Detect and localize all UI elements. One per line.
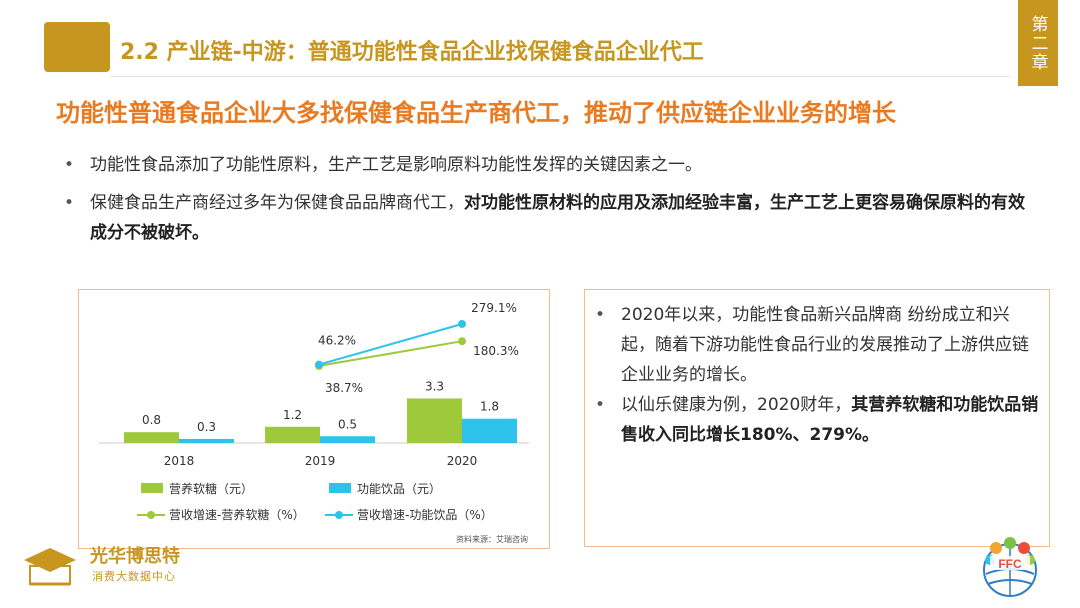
- x-tick-label: 2019: [305, 454, 336, 468]
- bullet-list: • 功能性食品添加了功能性原料，生产工艺是影响原料功能性发挥的关键因素之一。 •…: [64, 150, 1034, 256]
- growth-value-label: 46.2%: [318, 334, 356, 348]
- brand-seal-icon: [24, 548, 76, 586]
- bar-value-label: 1.8: [480, 400, 499, 414]
- headline: 功能性普通食品企业大多找保健食品生产商代工，推动了供应链企业业务的增长: [56, 99, 896, 127]
- x-tick-label: 2020: [447, 454, 478, 468]
- brand-logo: 光华博思特 消费大数据中心: [18, 540, 190, 592]
- chapter-tab: 第二章: [1018, 0, 1058, 86]
- chart-svg: 0.8 0.3 2018 1.2 0.5 2019 3.3 1.8 2020 46.2% 38.7%…: [99, 301, 529, 522]
- legend-marker-drink: [335, 511, 343, 519]
- bar-value-label: 1.2: [283, 408, 302, 422]
- bullet-dot: •: [64, 155, 75, 175]
- growth-point-gummy: [458, 337, 466, 346]
- brand-subtitle: 消费大数据中心: [92, 570, 176, 583]
- bullet-text: 保健食品生产商经过多年为保健食品品牌商代工，对功能性原材料的应用及添加经验丰富，…: [90, 193, 1025, 243]
- growth-value-label: 38.7%: [325, 381, 363, 395]
- bar-functional-drink: [320, 436, 375, 443]
- bullet-dot: •: [64, 193, 75, 213]
- note-item: • 2020年以来，功能性食品新兴品牌商 纷纷成立和兴起，随着下游功能性食品行业…: [585, 300, 1049, 390]
- page-title: 2.2 产业链-中游：普通功能性食品企业找保健食品企业代工: [120, 40, 704, 65]
- chart-source: 资料来源：艾瑞咨询: [456, 535, 528, 544]
- growth-line-gummy: [318, 340, 463, 367]
- bar-value-label: 0.8: [142, 413, 161, 427]
- legend-label: 营养软糖（元）: [169, 481, 253, 496]
- bar-value-label: 3.3: [425, 379, 444, 393]
- growth-value-label: 180.3%: [473, 344, 519, 358]
- bullet-text: 功能性食品添加了功能性原料，生产工艺是影响原料功能性发挥的关键因素之一。: [90, 155, 702, 175]
- bullet-dot: •: [595, 395, 606, 415]
- growth-line-drink: [318, 323, 463, 366]
- legend-swatch-gummy: [141, 483, 163, 493]
- header-accent-bar: [44, 22, 110, 72]
- bar-value-label: 0.5: [338, 417, 357, 431]
- note-text: 2020年以来，功能性食品新兴品牌商 纷纷成立和兴起，随着下游功能性食品行业的发…: [621, 305, 1029, 385]
- legend-label: 营收增速-营养软糖（%）: [169, 507, 305, 522]
- legend-label: 功能饮品（元）: [357, 482, 441, 496]
- bullet-dot: •: [595, 305, 606, 325]
- ffc-logo-text: FFC: [998, 557, 1022, 571]
- bar-nutrition-gummy: [124, 432, 179, 443]
- legend-swatch-drink: [329, 483, 351, 493]
- header-divider: [110, 76, 1010, 77]
- bar-functional-drink: [462, 418, 517, 443]
- bar-value-label: 0.3: [197, 420, 216, 434]
- brand-name: 光华博思特: [90, 546, 180, 567]
- bullet-item: • 功能性食品添加了功能性原料，生产工艺是影响原料功能性发挥的关键因素之一。: [64, 150, 1034, 180]
- revenue-chart: 0.8 0.3 2018 1.2 0.5 2019 3.3 1.8 2020 46.2% 38.7%…: [78, 289, 550, 549]
- growth-point-drink: [315, 360, 323, 369]
- x-tick-label: 2018: [164, 454, 195, 468]
- notes-box: • 2020年以来，功能性食品新兴品牌商 纷纷成立和兴起，随着下游功能性食品行业…: [584, 289, 1050, 547]
- legend-marker-gummy: [147, 511, 155, 519]
- ffc-logo: FFC: [976, 534, 1044, 604]
- bullet-item: • 保健食品生产商经过多年为保健食品品牌商代工，对功能性原材料的应用及添加经验丰…: [64, 188, 1034, 248]
- bar-nutrition-gummy: [265, 426, 320, 443]
- legend-label: 营收增速-功能饮品（%）: [357, 508, 493, 522]
- growth-point-drink: [458, 319, 466, 328]
- growth-value-label: 279.1%: [471, 301, 517, 315]
- bar-functional-drink: [179, 438, 234, 443]
- note-text: 以仙乐健康为例，2020财年，其营养软糖和功能饮品销售收入同比增长180%、27…: [621, 395, 1039, 445]
- bar-nutrition-gummy: [407, 398, 462, 443]
- note-item: • 以仙乐健康为例，2020财年，其营养软糖和功能饮品销售收入同比增长180%、…: [585, 390, 1049, 450]
- ffc-globe-icon: FFC: [983, 537, 1037, 597]
